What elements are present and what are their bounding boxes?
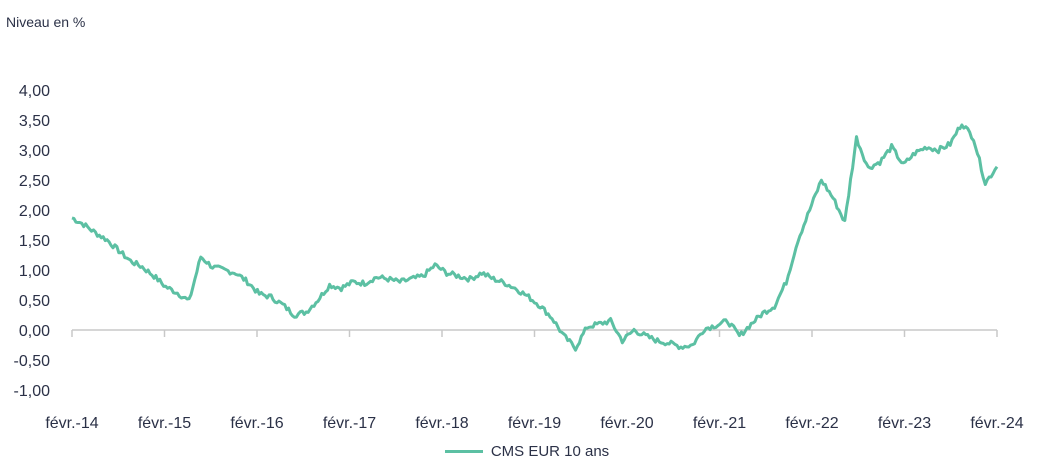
y-tick-labels: 4,00 3,50 3,00 2,50 2,00 1,50 1,00 0,50 0,00 -0,5… (14, 83, 51, 400)
y-tick-label: 2,50 (19, 173, 50, 190)
x-tick-label: févr.-22 (785, 415, 838, 432)
x-tick-label: févr.-18 (415, 415, 468, 432)
x-tick-marks (71, 330, 998, 337)
x-tick-label: févr.-19 (508, 415, 561, 432)
y-tick-label: 0,00 (19, 323, 50, 340)
x-tick-label: févr.-15 (138, 415, 191, 432)
y-tick-label: 3,50 (19, 113, 50, 130)
x-tick-label: févr.-17 (323, 415, 376, 432)
series-line-cms-eur-10-ans (71, 123, 999, 352)
x-tick-labels: févr.-14 févr.-15 févr.-16 févr.-17 févr.-18… (45, 415, 1023, 432)
y-tick-label: 2,00 (19, 203, 50, 220)
x-tick-label: févr.-16 (230, 415, 283, 432)
x-tick-label: févr.-24 (970, 415, 1023, 432)
x-tick-label: févr.-21 (693, 415, 746, 432)
legend-swatch (444, 450, 483, 453)
y-tick-label: -0,50 (14, 353, 51, 370)
legend-item[interactable]: CMS EUR 10 ans (444, 443, 610, 460)
x-tick-label: févr.-14 (45, 415, 98, 432)
legend-label: CMS EUR 10 ans (490, 443, 610, 460)
line-chart: 4,00 3,50 3,00 2,50 2,00 1,50 1,00 0,50 0,00 -0,5… (14, 83, 1024, 432)
y-tick-label: 4,00 (19, 83, 50, 100)
y-axis-unit-label: Niveau en % (6, 14, 86, 30)
x-tick-label: févr.-20 (600, 415, 653, 432)
y-tick-label: 1,50 (19, 233, 50, 250)
y-tick-label: 1,00 (19, 263, 50, 280)
y-tick-label: 0,50 (19, 293, 50, 310)
legend: CMS EUR 10 ans (0, 440, 1057, 460)
y-tick-label: 3,00 (19, 143, 50, 160)
y-tick-label: -1,00 (14, 383, 51, 400)
x-tick-label: févr.-23 (878, 415, 931, 432)
